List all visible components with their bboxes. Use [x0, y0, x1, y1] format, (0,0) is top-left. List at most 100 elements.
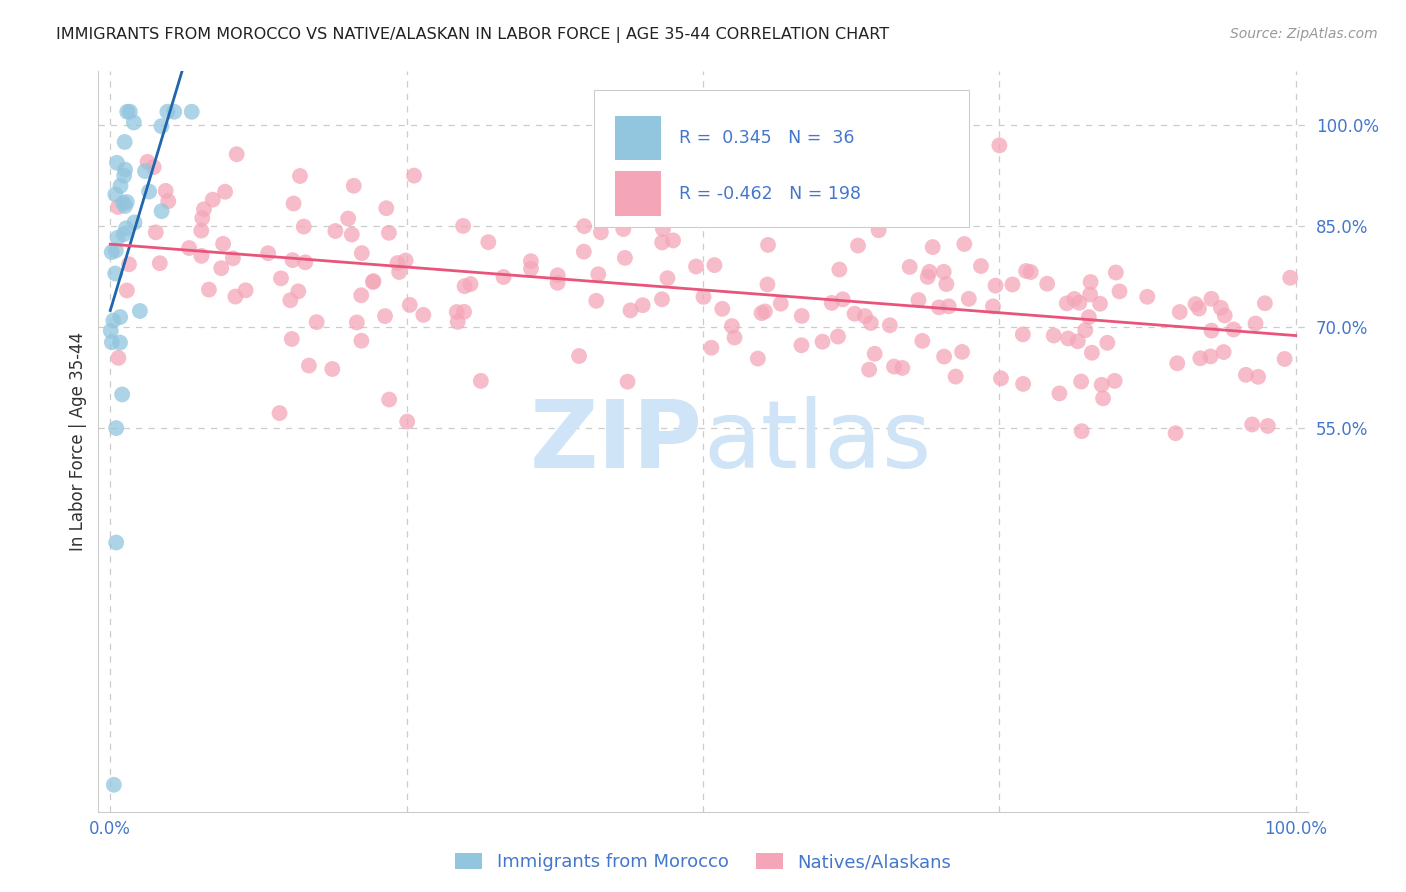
Point: [346, 315, 368, 329]
Point: [305, 315, 328, 329]
Point: [149, 256, 172, 270]
Point: [1244, 317, 1267, 331]
Point: [879, 318, 901, 333]
Point: [1036, 277, 1059, 291]
Point: [122, 115, 145, 129]
Point: [1164, 426, 1187, 441]
Point: [721, 319, 744, 334]
Point: [858, 362, 880, 376]
Point: [520, 261, 543, 276]
Point: [932, 350, 955, 364]
Point: [1166, 356, 1188, 370]
Point: [394, 253, 416, 268]
Point: [111, 387, 134, 401]
Point: [645, 211, 668, 225]
Point: [1063, 292, 1085, 306]
Point: [108, 335, 131, 350]
Point: [1279, 270, 1302, 285]
Point: [747, 351, 769, 366]
Point: [287, 285, 309, 299]
Point: [363, 274, 385, 288]
Point: [723, 330, 745, 344]
Point: [235, 283, 257, 297]
Point: [1184, 297, 1206, 311]
Point: [112, 196, 135, 211]
Point: [1241, 417, 1264, 432]
Point: [751, 306, 773, 320]
Point: [948, 157, 970, 171]
Point: [138, 185, 160, 199]
Point: [846, 238, 869, 252]
Point: [294, 255, 316, 269]
Point: [990, 371, 1012, 385]
Point: [112, 227, 135, 242]
Point: [378, 392, 401, 407]
Point: [898, 260, 921, 274]
Point: [350, 246, 373, 260]
Point: [1188, 301, 1211, 316]
Point: [115, 104, 138, 119]
Point: [1189, 351, 1212, 366]
Point: [190, 224, 212, 238]
Point: [1042, 328, 1064, 343]
Point: [1209, 301, 1232, 315]
Point: [917, 269, 939, 284]
Point: [105, 535, 128, 549]
Point: [950, 345, 973, 359]
Point: [115, 284, 138, 298]
Point: [664, 163, 686, 178]
Point: [692, 290, 714, 304]
Point: [114, 162, 136, 177]
Point: [1212, 345, 1234, 359]
Point: [921, 240, 943, 254]
Point: [844, 307, 866, 321]
Point: [907, 293, 929, 307]
Point: [828, 262, 851, 277]
Point: [222, 252, 245, 266]
Point: [703, 258, 725, 272]
Point: [1081, 345, 1104, 359]
Point: [451, 219, 474, 233]
Point: [827, 329, 849, 343]
Point: [321, 362, 343, 376]
Point: [361, 275, 384, 289]
Point: [281, 253, 304, 268]
Point: [612, 222, 634, 236]
Point: [107, 351, 129, 365]
Point: [191, 211, 214, 226]
Point: [1015, 264, 1038, 278]
Point: [378, 226, 401, 240]
Point: [214, 185, 236, 199]
Point: [110, 178, 132, 193]
Point: [572, 219, 595, 234]
Point: [105, 421, 128, 435]
Point: [124, 215, 146, 229]
Y-axis label: In Labor Force | Age 35-44: In Labor Force | Age 35-44: [69, 332, 87, 551]
FancyBboxPatch shape: [614, 171, 661, 216]
Point: [1097, 335, 1119, 350]
Point: [118, 257, 141, 271]
Point: [404, 169, 426, 183]
Point: [928, 301, 950, 315]
Point: [1254, 296, 1277, 310]
Point: [1168, 305, 1191, 319]
Point: [155, 184, 177, 198]
Point: [134, 164, 156, 178]
Point: [104, 187, 127, 202]
Point: [1247, 369, 1270, 384]
Point: [918, 265, 941, 279]
Point: [150, 204, 173, 219]
Point: [911, 334, 934, 348]
Point: [935, 277, 957, 292]
Point: [520, 254, 543, 268]
Point: [398, 298, 420, 312]
Point: [337, 211, 360, 226]
Point: [891, 360, 914, 375]
Text: atlas: atlas: [703, 395, 931, 488]
Point: [350, 334, 373, 348]
Point: [145, 225, 167, 239]
Text: IMMIGRANTS FROM MOROCCO VS NATIVE/ALASKAN IN LABOR FORCE | AGE 35-44 CORRELATION: IMMIGRANTS FROM MOROCCO VS NATIVE/ALASKA…: [56, 27, 890, 43]
Point: [790, 309, 813, 323]
Text: Source: ZipAtlas.com: Source: ZipAtlas.com: [1230, 27, 1378, 41]
Point: [651, 292, 673, 306]
